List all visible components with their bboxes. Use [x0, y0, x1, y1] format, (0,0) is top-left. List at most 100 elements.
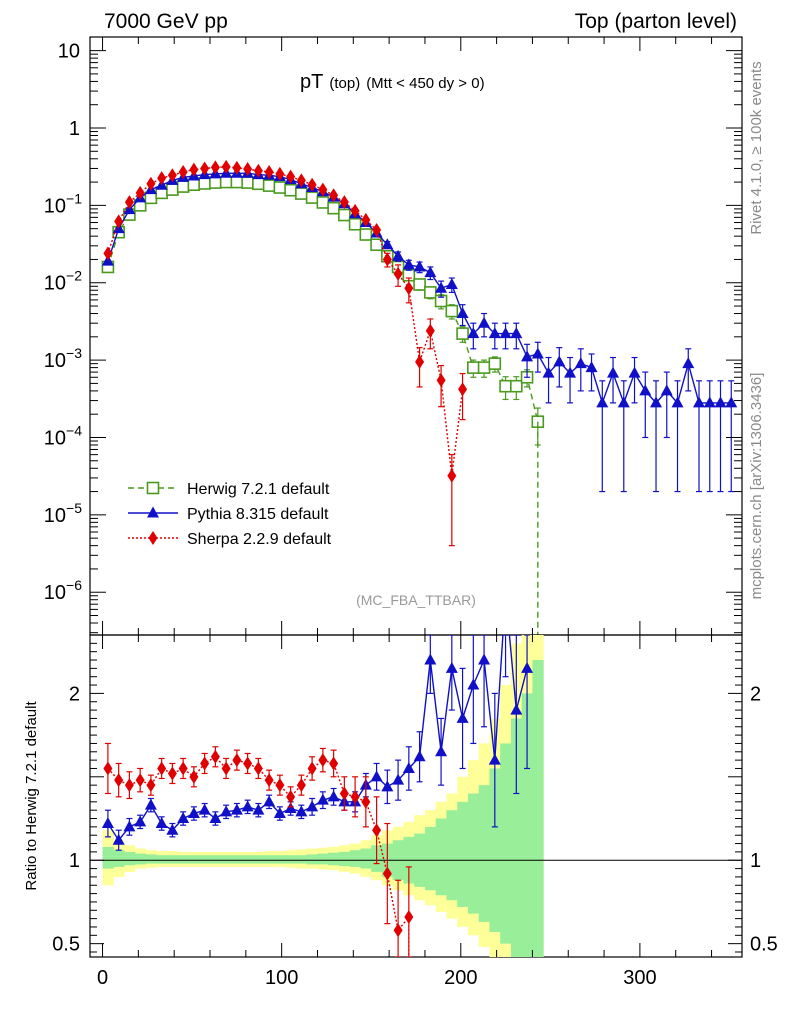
data-point — [714, 396, 727, 408]
green-band-bin — [467, 793, 480, 914]
green-band-bin — [328, 852, 340, 866]
rivet-version-label: Rivet 4.1.0, ≥ 100k events — [748, 61, 765, 234]
green-band-bin — [263, 855, 275, 864]
data-point — [114, 214, 124, 229]
series-line — [107, 166, 464, 476]
data-point — [338, 208, 351, 222]
data-point — [488, 327, 501, 339]
data-point — [146, 778, 156, 793]
x-axis: 0 100 200 300 — [97, 37, 713, 989]
green-band-bin — [532, 660, 544, 957]
data-point — [467, 678, 480, 690]
legend-entry-1: Pythia 8.315 default — [128, 506, 329, 523]
data-point — [232, 753, 242, 768]
data-point — [370, 770, 383, 782]
data-point — [134, 815, 147, 827]
green-band-bin — [134, 853, 147, 865]
y-tick-label: 10 — [58, 41, 80, 63]
data-point — [510, 703, 523, 715]
data-point — [209, 812, 222, 824]
data-point — [607, 366, 620, 378]
data-point — [415, 354, 425, 369]
data-point — [458, 382, 468, 397]
y-tick-base: 10 — [44, 427, 66, 449]
x-tick-label: 300 — [623, 967, 656, 989]
data-point — [628, 366, 641, 378]
data-point — [382, 252, 392, 267]
data-point — [200, 161, 210, 176]
data-point — [703, 396, 716, 408]
data-point — [574, 357, 587, 369]
data-point — [124, 195, 134, 210]
data-point — [263, 795, 276, 807]
data-point — [232, 160, 242, 175]
data-point — [327, 201, 340, 215]
data-point — [413, 260, 426, 272]
data-point — [157, 171, 167, 186]
data-point — [404, 281, 414, 296]
data-point — [329, 188, 339, 203]
series-1-main — [101, 166, 738, 493]
data-point — [435, 745, 448, 757]
y-tick-exponent: −5 — [66, 500, 82, 516]
data-point — [189, 162, 199, 177]
ratio-tick-label-left: 1 — [69, 850, 80, 872]
x-tick-label: 100 — [265, 967, 298, 989]
legend-entry-2: Sherpa 2.2.9 default — [128, 531, 332, 548]
data-point — [585, 361, 598, 373]
data-point — [467, 361, 480, 374]
y-tick-label: 10−6 — [44, 577, 82, 604]
data-point — [339, 786, 349, 801]
data-point — [596, 396, 609, 408]
data-point — [372, 223, 382, 238]
data-point — [112, 833, 125, 845]
data-point — [123, 820, 136, 832]
data-point — [135, 773, 145, 788]
green-band-bin — [124, 851, 136, 866]
header-left: 7000 GeV pp — [104, 10, 228, 33]
data-point — [220, 805, 233, 817]
green-band-bin — [500, 743, 512, 944]
data-point — [241, 176, 254, 189]
data-point — [166, 823, 179, 835]
green-band-bin — [446, 810, 458, 901]
data-point — [521, 350, 534, 362]
data-point — [381, 780, 394, 792]
green-band-bin — [295, 855, 308, 864]
legend-label: Pythia 8.315 default — [187, 506, 329, 523]
mcplots-source-label: mcplots.cern.ch [arXiv:1306.3436] — [748, 373, 765, 600]
green-band-bin — [156, 855, 168, 864]
green-band-bin — [478, 785, 490, 922]
data-point — [200, 756, 210, 771]
green-band-bin — [285, 855, 297, 864]
data-point — [617, 396, 630, 408]
data-point — [372, 823, 382, 838]
data-point — [178, 761, 188, 776]
data-point — [273, 181, 287, 194]
data-point — [402, 761, 415, 773]
data-point — [241, 800, 254, 812]
data-point — [243, 756, 253, 771]
data-point — [510, 379, 523, 393]
data-point — [167, 766, 177, 781]
title-sub2: (Mtt < 450 dy > 0) — [366, 75, 484, 92]
data-point — [230, 803, 243, 815]
series-0-main — [101, 175, 545, 446]
green-band-bin — [349, 850, 361, 867]
series-line — [107, 755, 410, 932]
data-point — [114, 773, 124, 788]
data-point — [210, 160, 220, 175]
green-band-bin — [253, 855, 265, 864]
green-band-bin — [177, 855, 190, 864]
watermark-label: (MC_FBA_TTBAR) — [356, 592, 476, 608]
green-band-bin — [338, 851, 351, 867]
green-band-bin — [360, 848, 372, 869]
data-point — [157, 761, 167, 776]
data-point — [477, 361, 491, 374]
data-point — [275, 166, 285, 181]
title-main: pT — [300, 71, 323, 93]
green-band-bin — [242, 855, 254, 864]
y-tick-base: 10 — [44, 273, 66, 295]
